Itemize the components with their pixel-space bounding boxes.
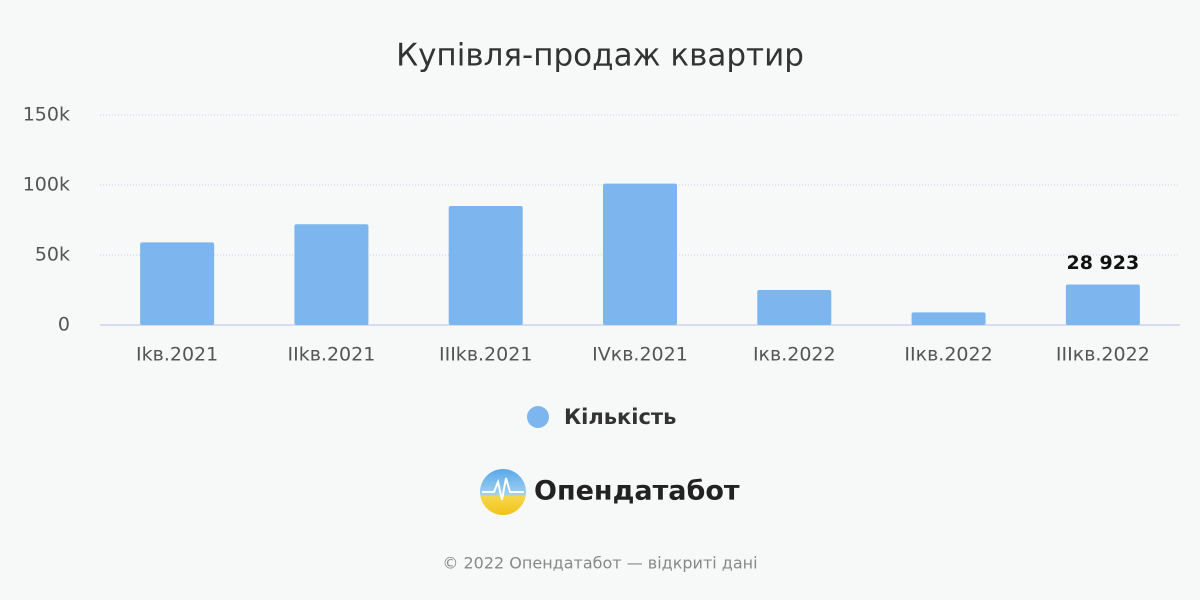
- chart-title: Купівля-продаж квартир: [396, 38, 804, 74]
- bar: [757, 290, 832, 325]
- x-tick-label: IVкв.2021: [592, 344, 688, 366]
- x-tick-label: ІІІкв.2022: [1056, 344, 1150, 366]
- footer: © 2022 Опендатабот — відкриті дані: [442, 554, 757, 573]
- x-tick-label: Іkв.2021: [136, 344, 218, 366]
- y-tick-label: 0: [58, 314, 70, 336]
- y-tick-label: 150k: [23, 104, 70, 126]
- logo-text: Опендатабот: [534, 476, 740, 507]
- bar: [911, 312, 986, 325]
- logo: Опендатабот: [480, 469, 740, 515]
- bar: [294, 224, 369, 325]
- y-tick-label: 50k: [35, 244, 70, 266]
- bar: [1065, 284, 1140, 325]
- logo-pulse: [482, 477, 524, 501]
- bar: [603, 183, 677, 325]
- bar: [140, 242, 215, 325]
- x-tick-label: ІІІkв.2021: [439, 344, 532, 366]
- legend-marker: [527, 406, 549, 428]
- y-tick-label: 100k: [23, 174, 70, 196]
- x-tick-label: ІІкв.2022: [904, 344, 992, 366]
- x-tick-label: Ікв.2022: [753, 344, 836, 366]
- bar: [448, 206, 523, 325]
- legend-label: Кількість: [564, 405, 676, 429]
- data-label: 28 923: [1066, 252, 1139, 274]
- x-tick-label: ІІkв.2021: [288, 344, 376, 366]
